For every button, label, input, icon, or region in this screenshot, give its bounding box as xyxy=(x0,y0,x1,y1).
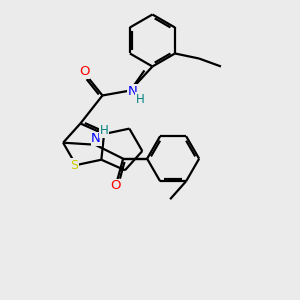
Text: H: H xyxy=(136,93,145,106)
Text: N: N xyxy=(128,85,137,98)
Text: O: O xyxy=(79,65,90,78)
Text: O: O xyxy=(110,179,120,192)
Text: N: N xyxy=(91,132,101,145)
Text: H: H xyxy=(100,124,109,137)
Text: S: S xyxy=(70,159,78,172)
